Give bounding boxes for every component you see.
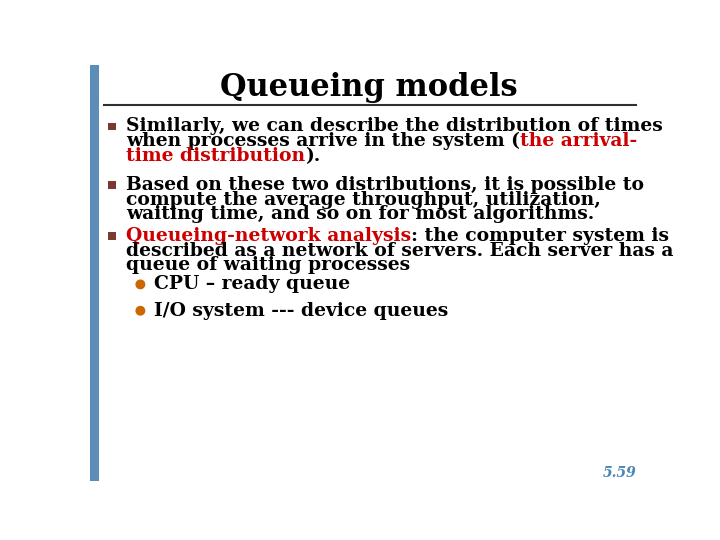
Text: when processes arrive in the system (: when processes arrive in the system ( [126, 132, 520, 150]
Text: 5.59: 5.59 [603, 466, 636, 480]
Text: the arrival-: the arrival- [520, 132, 637, 150]
Text: : the computer system is: : the computer system is [411, 227, 669, 245]
Bar [108, 123, 116, 130]
Text: queue of waiting processes: queue of waiting processes [126, 256, 410, 274]
Text: I/O system --- device queues: I/O system --- device queues [153, 302, 448, 320]
Circle shape [136, 307, 145, 315]
Text: Queueing-network analysis: Queueing-network analysis [126, 227, 411, 245]
Text: compute the average throughput, utilization,: compute the average throughput, utilizat… [126, 191, 600, 208]
Bar [108, 181, 116, 189]
Text: described as a network of servers. Each server has a: described as a network of servers. Each … [126, 242, 673, 260]
Text: time distribution: time distribution [126, 147, 305, 165]
Circle shape [136, 280, 145, 289]
Text: waiting time, and so on for most algorithms.: waiting time, and so on for most algorit… [126, 205, 594, 223]
Text: Based on these two distributions, it is possible to: Based on these two distributions, it is … [126, 176, 644, 194]
Bar [90, 65, 99, 481]
Bar [108, 232, 116, 240]
Text: ).: ). [305, 147, 320, 165]
Text: CPU – ready queue: CPU – ready queue [153, 275, 350, 293]
Text: Queueing models: Queueing models [220, 72, 518, 103]
Text: Similarly, we can describe the distribution of times: Similarly, we can describe the distribut… [126, 117, 662, 136]
